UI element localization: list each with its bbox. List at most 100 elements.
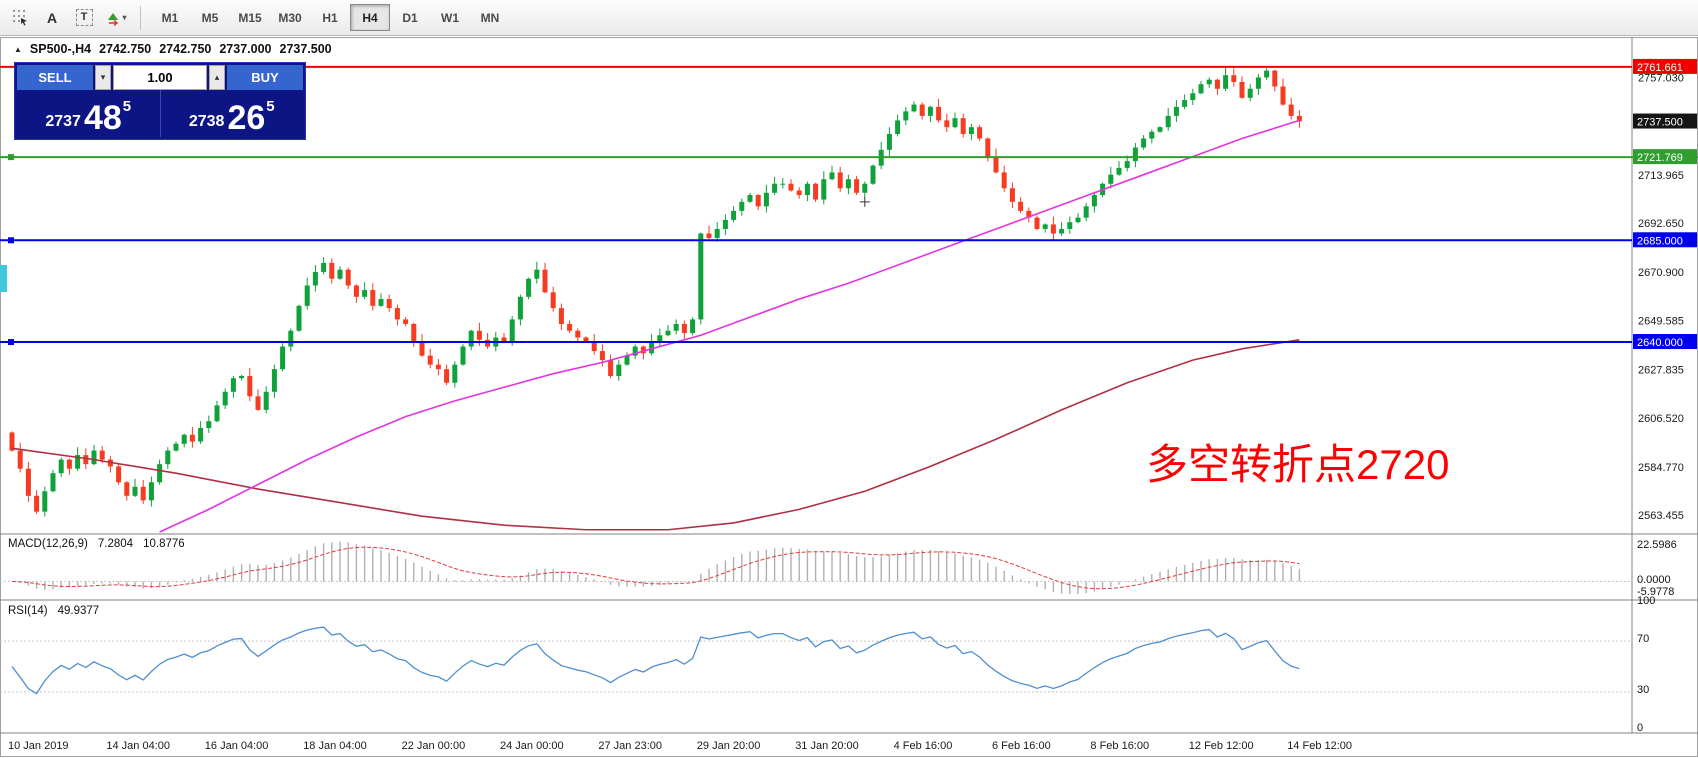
ohlc-open: 2742.750 bbox=[99, 42, 152, 56]
candle-body bbox=[1009, 188, 1015, 202]
candle-body bbox=[296, 305, 302, 331]
candle-body bbox=[985, 138, 991, 157]
timeframe-M5[interactable]: M5 bbox=[201, 10, 219, 25]
volume-increase-button[interactable]: ▴ bbox=[209, 65, 225, 90]
chart-canvas[interactable]: 2757.030 2713.965 2692.650 2670.900 2649.585… bbox=[0, 37, 1698, 758]
candle-body bbox=[1264, 70, 1270, 78]
cursor-tool-button[interactable] bbox=[5, 4, 35, 32]
price-badge bbox=[1633, 113, 1697, 129]
timeframe-button-group: M1 M5 M15 M30 H1 H4 D1 W1 MN bbox=[150, 4, 510, 31]
time-axis-labels[interactable]: 10 Jan 2019 14 Jan 04:00 16 Jan 04:00 18 Ja… bbox=[8, 740, 1352, 752]
candle-body bbox=[230, 378, 236, 392]
price-badge-label: 2737.500 bbox=[1637, 117, 1683, 129]
sell-button[interactable]: SELL bbox=[17, 65, 93, 90]
candle-body bbox=[394, 308, 400, 320]
chart-window: 2757.030 2713.965 2692.650 2670.900 2649.585… bbox=[0, 37, 1698, 758]
candle-body bbox=[944, 120, 950, 128]
candle-body bbox=[83, 455, 89, 465]
candle-body bbox=[452, 364, 458, 383]
time-tick-label: 10 Jan 2019 bbox=[8, 740, 69, 752]
timeframe-MN[interactable]: MN bbox=[480, 10, 500, 25]
arrows-shapes-icon bbox=[108, 12, 119, 26]
candle-body bbox=[640, 346, 646, 354]
price-axis-ticks[interactable]: 2757.030 2713.965 2692.650 2670.900 2649.585… bbox=[1638, 72, 1684, 522]
price-badge-label: 2721.769 bbox=[1637, 152, 1683, 164]
candle-body bbox=[206, 421, 212, 428]
candle-body bbox=[189, 434, 195, 442]
candle-body bbox=[1132, 147, 1138, 162]
candle-body bbox=[485, 339, 491, 347]
candle-body bbox=[886, 133, 892, 150]
toolbar-separator bbox=[140, 5, 141, 30]
ask-main-digits: 26 bbox=[227, 98, 266, 137]
timeframe-H1[interactable]: H1 bbox=[322, 10, 338, 25]
candle-body bbox=[99, 450, 105, 460]
text-label-tool-button[interactable]: A bbox=[37, 4, 67, 32]
candle-body bbox=[9, 432, 15, 451]
line-drag-handle[interactable] bbox=[8, 339, 14, 346]
timeframe-M30[interactable]: M30 bbox=[278, 10, 302, 25]
candle-body bbox=[321, 262, 327, 272]
price-tick-label: 2627.835 bbox=[1638, 365, 1684, 377]
candle-body bbox=[681, 323, 687, 333]
candle-body bbox=[140, 486, 146, 501]
candle-body bbox=[870, 165, 876, 184]
text-frame-tool-button[interactable]: T bbox=[69, 4, 99, 32]
candle-body bbox=[337, 269, 343, 279]
ohlc-close: 2737.500 bbox=[279, 42, 332, 56]
candle-body bbox=[468, 330, 474, 347]
candle-body bbox=[821, 179, 827, 200]
candle-body bbox=[501, 337, 507, 343]
candle-body bbox=[829, 172, 835, 180]
timeframe-D1[interactable]: D1 bbox=[402, 10, 418, 25]
time-tick-label: 8 Feb 16:00 bbox=[1090, 740, 1149, 752]
arrows-tool-button[interactable]: ▾ bbox=[101, 4, 131, 32]
candle-body bbox=[895, 120, 901, 134]
candle-body bbox=[575, 330, 581, 338]
timeframe-M15[interactable]: M15 bbox=[238, 10, 262, 25]
line-drag-handle[interactable] bbox=[8, 154, 14, 161]
candle-body bbox=[34, 495, 40, 512]
volume-input[interactable] bbox=[113, 65, 207, 90]
candle-body bbox=[731, 210, 737, 220]
time-tick-label: 27 Jan 23:00 bbox=[598, 740, 662, 752]
time-tick-label: 22 Jan 00:00 bbox=[402, 740, 466, 752]
timeframe-H4[interactable]: H4 bbox=[350, 4, 390, 31]
time-tick-label: 4 Feb 16:00 bbox=[894, 740, 953, 752]
candle-body bbox=[903, 111, 909, 121]
candle-body bbox=[714, 228, 720, 239]
candle-body bbox=[1124, 161, 1130, 168]
candle-body bbox=[1157, 127, 1163, 132]
candle-body bbox=[772, 183, 778, 193]
candle-body bbox=[698, 233, 704, 320]
line-drag-handle[interactable] bbox=[8, 237, 14, 244]
candle-body bbox=[804, 183, 810, 196]
candle-body bbox=[288, 330, 294, 347]
candle-body bbox=[362, 290, 368, 297]
bid-price[interactable]: 2737 48 5 bbox=[17, 90, 160, 137]
rsi-indicator-label: RSI(14) 49.9377 bbox=[8, 605, 99, 617]
time-tick-label: 31 Jan 20:00 bbox=[795, 740, 859, 752]
candle-body bbox=[345, 269, 351, 286]
candle-body bbox=[722, 219, 728, 229]
buy-button[interactable]: BUY bbox=[227, 65, 303, 90]
left-edge-accent bbox=[0, 265, 7, 292]
candle-body bbox=[936, 106, 942, 121]
ask-price[interactable]: 2738 26 5 bbox=[159, 90, 304, 137]
volume-dropdown-button[interactable]: ▾ bbox=[95, 65, 111, 90]
collapse-arrow-icon[interactable]: ▲ bbox=[14, 44, 22, 54]
candle-body bbox=[616, 364, 622, 376]
candle-body bbox=[665, 330, 671, 336]
timeframe-W1[interactable]: W1 bbox=[441, 10, 459, 25]
price-tick-label: 2713.965 bbox=[1638, 170, 1684, 182]
ask-pip-digit: 5 bbox=[266, 98, 275, 115]
ohlc-high: 2742.750 bbox=[159, 42, 212, 56]
candle-body bbox=[1206, 79, 1212, 85]
candle-body bbox=[173, 443, 179, 451]
candle-body bbox=[608, 360, 614, 376]
timeframe-M1[interactable]: M1 bbox=[161, 10, 179, 25]
chart-text-annotation[interactable]: 多空转折点2720 bbox=[1146, 441, 1450, 488]
bid-pip-digit: 5 bbox=[122, 98, 132, 115]
candle-body bbox=[403, 319, 409, 324]
rsi-axis-label-100: 100 bbox=[1637, 595, 1656, 607]
